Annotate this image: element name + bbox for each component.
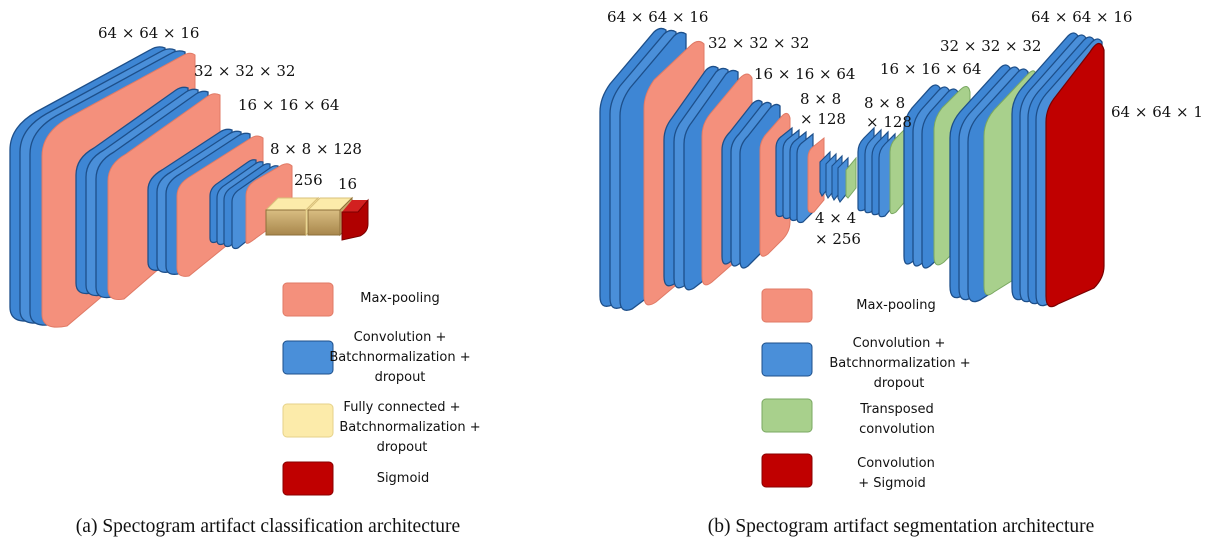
legend-b-tconv-2: convolution	[859, 422, 935, 437]
panel-b-layer-7	[903, 84, 971, 269]
panel-a-label-3: 16 × 16 × 64	[238, 96, 339, 114]
legend-swatch-b-conv	[761, 342, 813, 377]
legend-a-conv-3: dropout	[375, 370, 426, 385]
panel-a-label-6: 16	[338, 175, 357, 193]
panel-b-bottleneck	[819, 150, 857, 204]
legend-b-maxpool: Max-pooling	[856, 298, 935, 313]
panel-b-label-10: 64 × 64 × 1	[1111, 103, 1203, 121]
legend-swatch-sigmoid	[282, 461, 334, 496]
panel-b-label-6b: × 128	[866, 113, 912, 131]
panel-a-legend: Max-pooling Convolution + Batchnormaliza…	[282, 282, 481, 496]
panel-b-legend: Max-pooling Convolution + Batchnormaliza…	[761, 288, 971, 491]
panel-b-label-6a: 8 × 8	[864, 94, 905, 112]
caption-b: (b) Spectogram artifact segmentation arc…	[708, 516, 1095, 537]
legend-swatch-b-tconv	[761, 398, 813, 433]
panel-a-label-2: 32 × 32 × 32	[194, 62, 295, 80]
panel-b-label-7: 16 × 16 × 64	[880, 60, 981, 78]
legend-b-convsig-2: + Sigmoid	[858, 476, 926, 491]
panel-b-label-1: 64 × 64 × 16	[607, 8, 708, 26]
legend-swatch-maxpool	[282, 282, 334, 317]
legend-a-conv-1: Convolution +	[354, 330, 447, 345]
legend-b-convsig-1: Convolution	[857, 456, 935, 471]
panel-b-label-3: 16 × 16 × 64	[754, 65, 855, 83]
panel-b-layer-9	[1011, 32, 1105, 308]
legend-a-fc-2: Batchnormalization +	[339, 420, 480, 435]
legend-a-sigmoid: Sigmoid	[377, 471, 430, 486]
legend-swatch-conv	[282, 340, 334, 375]
legend-a-maxpool: Max-pooling	[360, 291, 439, 306]
legend-a-fc-1: Fully connected +	[343, 400, 460, 415]
panel-b-label-9: 64 × 64 × 16	[1031, 8, 1132, 26]
legend-a-conv-2: Batchnormalization +	[329, 350, 470, 365]
legend-swatch-b-convsig	[761, 453, 813, 488]
legend-b-tconv-1: Transposed	[859, 402, 934, 417]
panel-b-label-4a: 8 × 8	[800, 90, 841, 108]
legend-a-fc-3: dropout	[377, 440, 428, 455]
legend-b-conv-1: Convolution +	[853, 336, 946, 351]
panel-a-label-1: 64 × 64 × 16	[98, 24, 199, 42]
panel-a-label-5: 256	[294, 171, 323, 189]
panel-b-label-2: 32 × 32 × 32	[708, 34, 809, 52]
panel-b-layer-4	[775, 126, 825, 224]
panel-a-fc-blocks	[264, 196, 369, 241]
panel-b-label-8: 32 × 32 × 32	[940, 37, 1041, 55]
panel-a-label-4: 8 × 8 × 128	[270, 140, 362, 158]
caption-a: (a) Spectogram artifact classification a…	[76, 516, 460, 537]
legend-swatch-fc	[282, 403, 334, 438]
panel-b-label-5a: 4 × 4	[815, 209, 856, 227]
panel-a-layer-4	[209, 159, 293, 250]
legend-swatch-b-maxpool	[761, 288, 813, 323]
panel-b-label-4b: × 128	[800, 110, 846, 128]
legend-b-conv-2: Batchnormalization +	[829, 356, 970, 371]
panel-b-label-5b: × 256	[815, 230, 861, 248]
panel-a-diagram: 64 × 64 × 16 32 × 32 × 32 16 × 16 × 64 8…	[9, 24, 369, 328]
panel-b-layer-6	[857, 124, 909, 218]
panel-b-diagram: 64 × 64 × 16 32 × 32 × 32 16 × 16 × 64 8…	[599, 8, 1203, 311]
legend-b-conv-3: dropout	[874, 376, 925, 391]
